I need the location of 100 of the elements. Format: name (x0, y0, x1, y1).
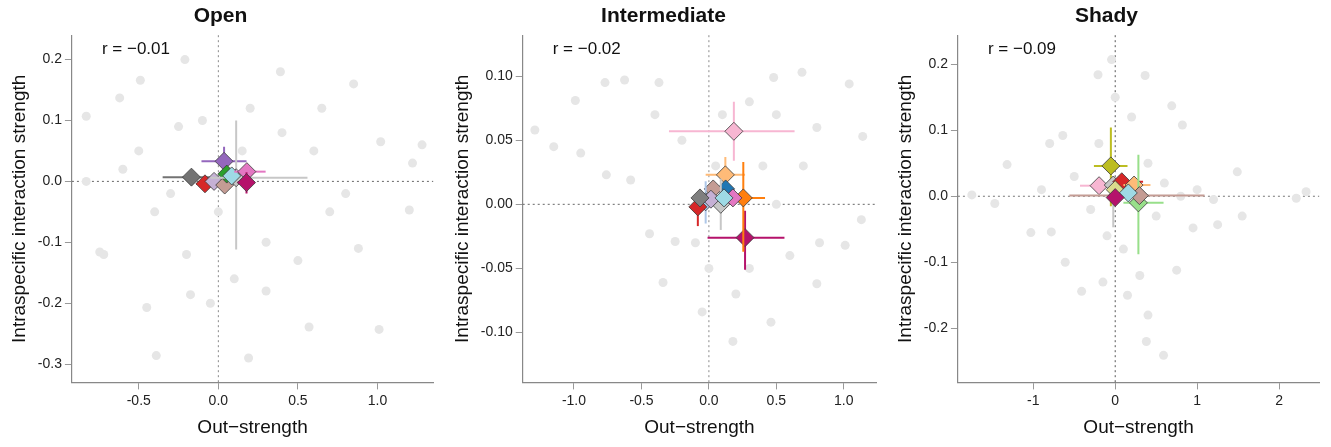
point (81, 111, 91, 121)
y-tick-label: 0.0 (42, 172, 63, 189)
point (185, 290, 195, 300)
point (1077, 286, 1087, 296)
point (570, 96, 580, 106)
point (1089, 176, 1109, 196)
x-tick-label: 1 (1193, 391, 1202, 408)
x-axis-title: Out−strength (197, 415, 308, 437)
point (417, 140, 427, 150)
point (304, 322, 314, 332)
point (1105, 188, 1125, 207)
point (150, 207, 160, 217)
x-axis-title: Out−strength (1083, 415, 1194, 437)
point (715, 165, 735, 185)
x-tick-label: 0.5 (288, 391, 308, 408)
point (1213, 220, 1223, 230)
y-tick-label: 0.0 (928, 187, 949, 204)
point (858, 131, 868, 141)
x-tick-label: 0.0 (208, 391, 229, 408)
point (374, 324, 384, 334)
point (1127, 112, 1137, 122)
point (1046, 227, 1056, 237)
point (205, 298, 215, 308)
point (1107, 55, 1117, 65)
point (771, 110, 781, 120)
point (1143, 310, 1153, 320)
point (728, 336, 738, 346)
point (717, 110, 727, 120)
point (1143, 158, 1153, 168)
point (744, 97, 754, 107)
point (1093, 70, 1103, 80)
point (261, 286, 271, 296)
y-tick-label: 0.2 (928, 55, 949, 72)
point (81, 176, 91, 186)
point (229, 274, 239, 284)
point (325, 207, 335, 217)
point (1301, 187, 1311, 197)
x-tick-label: 0.5 (766, 391, 787, 408)
point (213, 207, 223, 217)
x-tick-label: 1.0 (367, 391, 388, 408)
y-tick-label: 0.2 (42, 50, 63, 67)
point (317, 103, 327, 113)
point (1060, 257, 1070, 267)
point (1159, 178, 1169, 188)
point (277, 128, 287, 138)
point (1069, 171, 1079, 181)
point (769, 72, 779, 82)
x-tick-label: -1.0 (561, 391, 587, 408)
point (1167, 101, 1177, 111)
point (349, 79, 359, 89)
point (771, 199, 781, 209)
point (1026, 228, 1036, 238)
x-tick-label: 0 (1111, 391, 1120, 408)
point (1123, 290, 1132, 300)
point (670, 236, 680, 246)
point (142, 302, 152, 312)
point (1118, 244, 1128, 254)
point (530, 125, 540, 135)
point (1232, 167, 1242, 177)
x-tick-label: -0.5 (126, 391, 152, 408)
point (658, 277, 668, 287)
point (118, 164, 128, 174)
point (166, 189, 176, 199)
point (758, 161, 768, 171)
point (990, 199, 1000, 209)
chart-title: Intermediate (601, 3, 726, 27)
x-tick-label: 2 (1275, 391, 1284, 408)
point (690, 238, 700, 248)
y-tick-label: 0.1 (42, 111, 63, 128)
point (600, 78, 610, 88)
y-tick-label: -0.1 (37, 233, 63, 250)
x-tick-label: -0.5 (629, 391, 654, 408)
annotation: r = −0.01 (101, 38, 170, 58)
point (1098, 277, 1108, 287)
y-tick-label: 0.10 (485, 67, 513, 84)
point (576, 148, 586, 158)
y-tick-label: -0.2 (923, 319, 949, 336)
y-tick-label: 0.1 (928, 121, 949, 138)
y-tick-label: -0.1 (923, 253, 949, 270)
point (690, 188, 710, 208)
y-tick-label: -0.10 (480, 323, 513, 340)
point (1140, 70, 1150, 80)
annotation: r = −0.02 (552, 38, 621, 58)
point (650, 110, 660, 120)
point (766, 317, 776, 327)
point (376, 137, 386, 147)
point (714, 188, 734, 208)
point (341, 189, 351, 199)
point (197, 115, 207, 125)
point (1151, 211, 1161, 221)
point (293, 256, 303, 266)
point (967, 190, 977, 200)
y-axis-title: Intraspecific interaction strength (7, 74, 29, 343)
point (174, 122, 184, 132)
point (620, 75, 630, 85)
point (309, 146, 319, 156)
point (151, 351, 161, 361)
y-tick-label: -0.05 (480, 259, 513, 276)
point (654, 78, 664, 88)
point (1110, 92, 1120, 102)
